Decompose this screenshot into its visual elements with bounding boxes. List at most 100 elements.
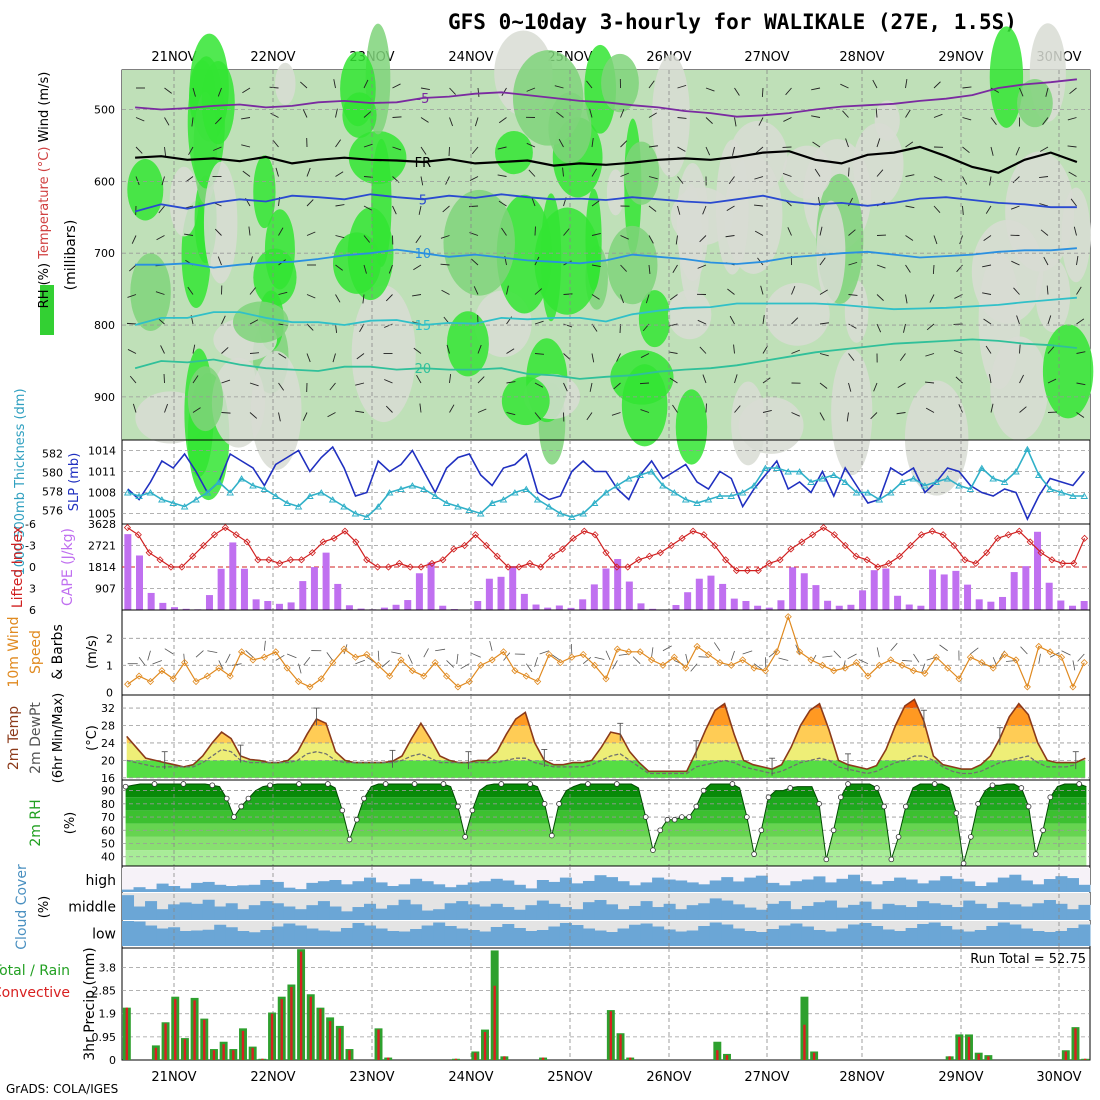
wind-barb	[384, 323, 393, 328]
lifted-index-marker	[417, 563, 425, 571]
wind-barb	[526, 142, 536, 148]
date-label-bottom: 30NOV	[1036, 1070, 1081, 1085]
cape-bar	[625, 581, 633, 610]
cloud-bar-low	[260, 930, 273, 946]
wind-barb	[501, 227, 507, 236]
wind-barb	[392, 83, 401, 89]
precip-convective-bar	[319, 1008, 322, 1060]
tick-label: 0.95	[92, 1031, 117, 1044]
lifted-index-marker	[1070, 559, 1078, 567]
wind10m-marker	[158, 667, 166, 675]
cloud-bar-high	[179, 888, 192, 892]
wind-barb	[870, 412, 878, 420]
cloud-row-label: low	[92, 927, 116, 943]
wind-barb	[306, 323, 314, 331]
cloud-bar-low	[582, 928, 595, 946]
cloud-bar-low	[502, 924, 515, 946]
wind10m-barb	[713, 642, 721, 651]
thickness-marker	[1046, 485, 1054, 492]
rh2m-marker	[765, 794, 772, 800]
wind-barb	[734, 374, 738, 384]
cloud-bar-high	[1043, 879, 1056, 892]
lifted-index-marker	[798, 538, 806, 546]
lifted-index-marker	[200, 541, 208, 550]
wind10m-barb	[730, 650, 735, 661]
date-label-bottom: 25NOV	[547, 1070, 592, 1085]
cloud-bar-high	[294, 889, 307, 892]
lifted-index-marker	[210, 531, 219, 539]
rh2m-marker	[122, 783, 129, 790]
cloud-bar-middle	[329, 906, 342, 920]
lifted-index-marker	[863, 556, 871, 564]
precip-convective-bar	[803, 1024, 806, 1060]
cloud-bar-high	[709, 880, 722, 892]
cloud-bar-high	[663, 879, 676, 892]
cloud-bar-low	[225, 927, 238, 946]
precip-convective-bar	[203, 1019, 206, 1060]
wind-barb	[221, 315, 226, 325]
wind-barb	[327, 412, 336, 418]
cloud-bar-middle	[375, 908, 388, 920]
cloud-bar-middle	[917, 901, 930, 920]
lifted-index-marker	[928, 527, 936, 535]
precip-convective-bar	[212, 1050, 216, 1060]
thickness-marker	[306, 492, 314, 499]
wind-barb	[306, 167, 311, 177]
wind-barb	[848, 167, 850, 177]
rh-shade	[232, 301, 289, 343]
cape-bar	[310, 567, 318, 610]
rh2m-marker	[151, 781, 158, 787]
cloud-bar-low	[755, 932, 768, 946]
wind10m-barb	[381, 660, 390, 668]
wind-barb	[498, 117, 507, 124]
tick-label: 1014	[88, 445, 116, 458]
cloud-bar-low	[1055, 931, 1068, 946]
thickness-marker	[1012, 468, 1020, 475]
precip-convective-bar	[948, 1056, 951, 1060]
rh-shade	[264, 209, 295, 290]
lifted-index-marker	[667, 541, 675, 550]
wind-barb	[363, 235, 371, 243]
wind-barb	[848, 382, 852, 392]
wind-barb	[699, 346, 707, 354]
precip-convective-bar	[987, 1056, 990, 1060]
wind-barb	[669, 294, 678, 301]
rh2m-marker	[664, 816, 671, 823]
date-label-bottom: 26NOV	[646, 1070, 691, 1085]
wind10m-marker	[989, 664, 997, 672]
cloud-bar-middle	[433, 909, 446, 920]
tick-label: 6	[29, 604, 36, 617]
lifted-index-marker	[993, 534, 1002, 542]
lifted-index-marker	[287, 556, 295, 564]
wind-barb	[362, 294, 365, 304]
wind-barb	[335, 294, 341, 303]
cloud-bar-middle	[582, 902, 595, 920]
wind10m-barb	[1020, 646, 1028, 655]
cloud-bar-high	[606, 877, 619, 892]
wind-barb	[702, 205, 707, 215]
cloud-bar-high	[859, 881, 872, 892]
wind10m-barb	[612, 660, 618, 670]
cape-bar	[1034, 531, 1042, 610]
wind-barb	[1039, 146, 1049, 152]
wind-barb	[905, 174, 915, 177]
wind10m-barb	[742, 650, 753, 655]
wind-barb	[272, 139, 279, 148]
thickness-marker	[807, 478, 815, 485]
cloud-bar-middle	[928, 903, 941, 920]
wind10m-marker	[727, 661, 735, 669]
wind-barb	[929, 294, 935, 303]
thickness-marker	[773, 464, 781, 471]
wind-barb	[300, 81, 308, 89]
cloud-bar-low	[836, 928, 849, 946]
wind10m-barb	[138, 656, 146, 666]
cape-bar	[590, 584, 598, 610]
t2m-line	[126, 698, 1086, 773]
thickness-marker	[454, 503, 462, 510]
tick-label: 1008	[88, 487, 116, 500]
axis-label-part: Wind (m/s)	[37, 72, 52, 143]
cloud-bar-middle	[502, 907, 515, 920]
tick-label: 900	[94, 391, 115, 404]
cape-bar	[894, 595, 902, 610]
lifted-index-marker	[885, 559, 893, 567]
